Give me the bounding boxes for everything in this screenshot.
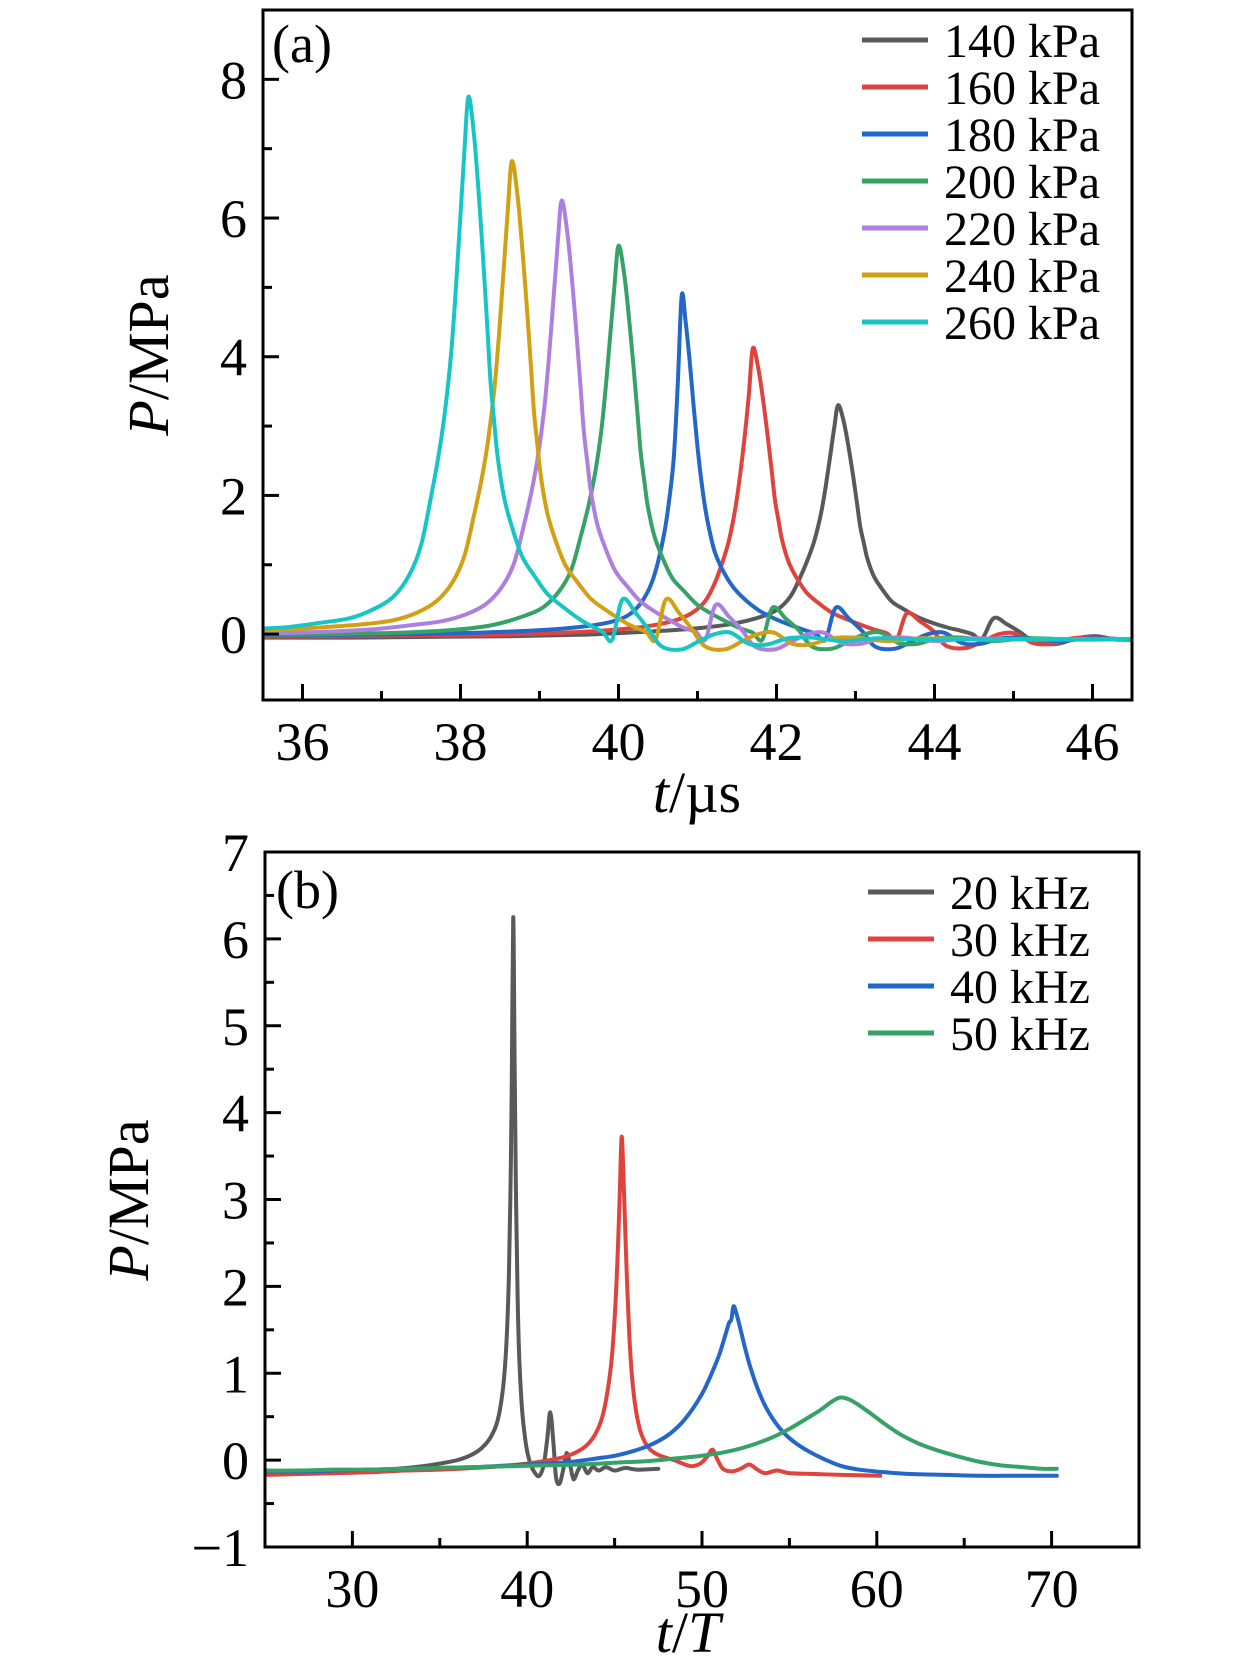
y-tick-label: 7 (222, 823, 249, 883)
x-tick-label: 36 (276, 712, 330, 772)
x-tick-label: 60 (850, 1559, 904, 1619)
y-tick-label: 2 (222, 1257, 249, 1317)
legend-label: 240 kPa (944, 250, 1100, 303)
series-curve-50kHz (265, 1395, 1059, 1473)
y-axis-label: P/MPa (96, 1119, 161, 1281)
legend-label: 160 kPa (944, 62, 1100, 115)
legend-label: 140 kPa (944, 15, 1100, 68)
legend-label: 200 kPa (944, 156, 1100, 209)
x-axis-label: t/µs (653, 760, 741, 825)
x-tick-label: 50 (675, 1559, 729, 1619)
series-curve-220kPa (263, 198, 1132, 652)
legend-label: 40 kHz (950, 961, 1090, 1014)
y-tick-label: 2 (220, 466, 247, 526)
legend-label: 220 kPa (944, 203, 1100, 256)
legend-label: 50 kHz (950, 1008, 1090, 1061)
x-tick-label: 44 (908, 712, 962, 772)
x-tick-label: 40 (500, 1559, 554, 1619)
y-tick-label: 5 (222, 997, 249, 1057)
curves-group (263, 94, 1132, 652)
x-tick-label: 38 (434, 712, 488, 772)
y-tick-label: 6 (222, 910, 249, 970)
x-tick-label: 42 (750, 712, 804, 772)
series-curve-260kPa (263, 94, 1132, 652)
y-tick-label: 3 (222, 1171, 249, 1231)
y-axis-label: P/MPa (116, 274, 181, 436)
y-tick-label: 6 (220, 189, 247, 249)
panel-tag: (b) (276, 860, 339, 920)
x-tick-label: 40 (592, 712, 646, 772)
legend-label: 260 kPa (944, 297, 1100, 350)
legend-label: 20 kHz (950, 867, 1090, 920)
y-tick-label: 0 (222, 1431, 249, 1491)
y-tick-label: 0 (220, 605, 247, 665)
x-tick-label: 46 (1066, 712, 1120, 772)
y-tick-label: −1 (192, 1518, 249, 1578)
y-tick-label: 4 (220, 328, 247, 388)
panel-b: 30 40 50 60 70 −1 0 1 2 3 4 5 6 7 t/T P/MPa (b) 20 kHz30 … (96, 823, 1141, 1665)
x-axis-label: t/T (656, 1600, 724, 1665)
series-curve-240kPa (263, 159, 1132, 652)
x-tick-label: 70 (1025, 1559, 1079, 1619)
y-tick-label: 1 (222, 1344, 249, 1404)
y-tick-label: 8 (220, 50, 247, 110)
legend-label: 30 kHz (950, 914, 1090, 967)
series-curve-20kHz (265, 915, 661, 1487)
x-tick-label: 30 (325, 1559, 379, 1619)
legend-label: 180 kPa (944, 109, 1100, 162)
y-tick-label: 4 (222, 1084, 249, 1144)
series-curve-140kPa (263, 403, 1132, 647)
curves-group (265, 915, 1059, 1487)
series-curve-200kPa (263, 243, 1132, 652)
panel-tag: (a) (272, 14, 332, 74)
series-curve-30kHz (265, 1134, 883, 1478)
